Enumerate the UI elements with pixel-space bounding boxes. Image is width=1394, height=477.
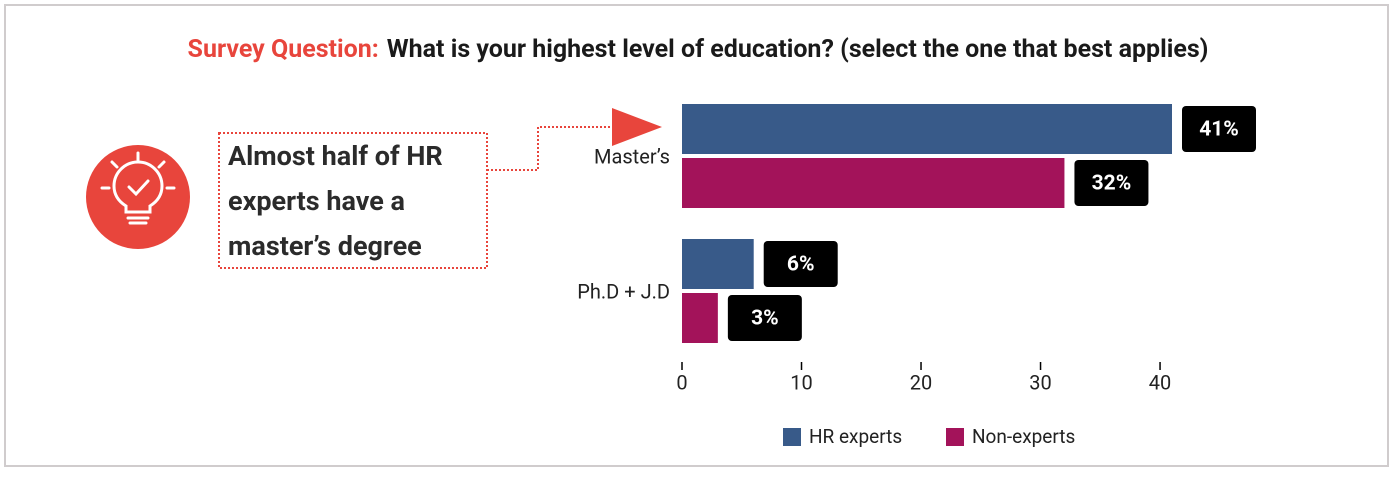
x-tick-label: 30: [1029, 370, 1051, 394]
connector: [487, 126, 612, 171]
value-label: 32%: [1092, 172, 1132, 196]
x-tick-label: 40: [1149, 370, 1171, 394]
legend-label: HR experts: [809, 425, 902, 448]
callout-box: [218, 132, 488, 269]
bar: [682, 104, 1172, 154]
callout-line: experts have a: [228, 185, 405, 217]
legend-swatch: [946, 428, 964, 446]
bar: [682, 293, 718, 343]
value-label-box: [1182, 106, 1256, 152]
value-label: 3%: [751, 307, 779, 331]
callout-line: Almost half of HR: [228, 140, 443, 172]
value-label: 6%: [787, 253, 815, 277]
frame: [4, 4, 1389, 467]
value-label: 41%: [1199, 118, 1239, 142]
plot: 0 10 20 30 40 Master’s 41% 32% Ph.D + J.D 6% 3% HR …: [577, 104, 1256, 448]
x-tick-label: 10: [790, 370, 812, 394]
bar: [682, 239, 754, 289]
legend-swatch: [783, 428, 801, 446]
icon: [86, 145, 190, 249]
value-label-box: [1074, 160, 1149, 206]
value-label-box: [727, 295, 802, 341]
legend-label: Non-experts: [972, 425, 1075, 448]
title-prefix: Survey Question:: [188, 35, 379, 64]
x-tick-label: 20: [910, 370, 932, 394]
category-label: Master’s: [594, 144, 670, 168]
callout-line: master’s degree: [228, 230, 422, 262]
chart-title: Survey Question: What is your highest lev…: [188, 35, 1209, 64]
bar: [682, 158, 1065, 208]
arrow: [612, 108, 662, 146]
value-label-box: [763, 241, 838, 287]
x-tick-label: 0: [676, 370, 687, 394]
category-label: Ph.D + J.D: [577, 279, 670, 303]
title-text: What is your highest level of education?…: [387, 35, 1209, 64]
callout-text: Almost half of HR experts have a master’s …: [228, 140, 443, 262]
